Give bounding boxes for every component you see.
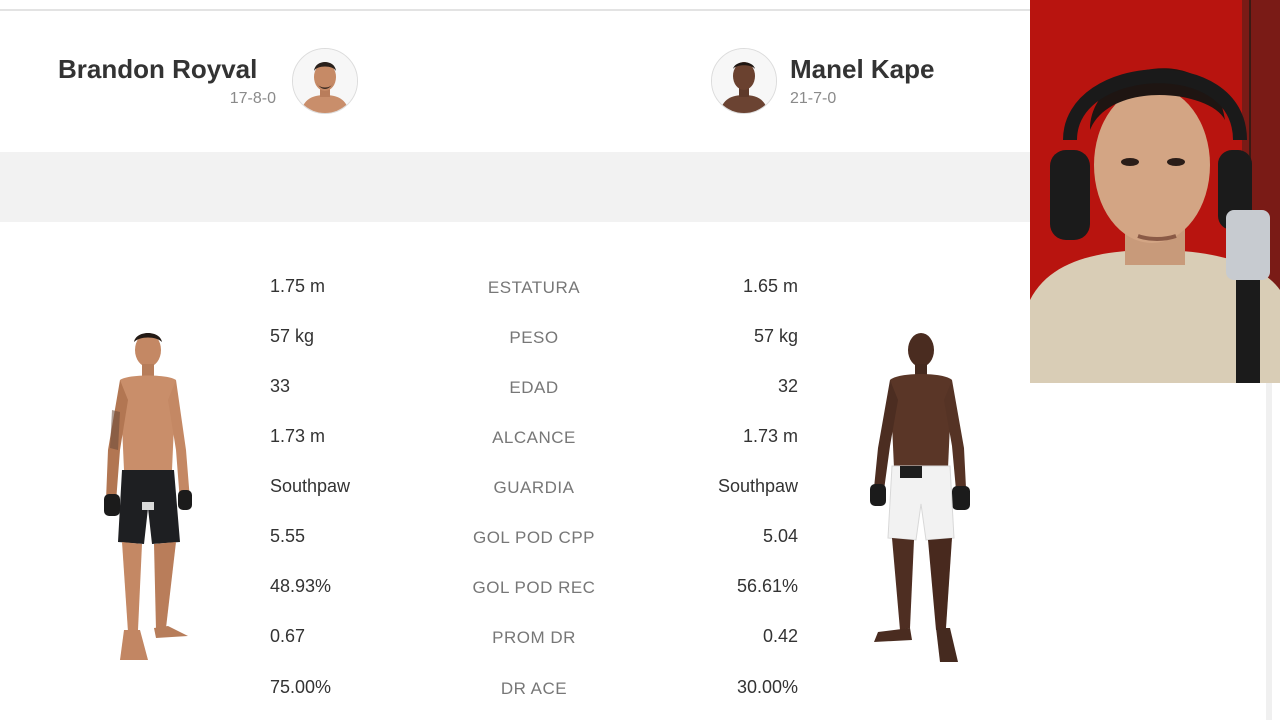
stat-row-edad: 33 EDAD 32 <box>0 376 1030 406</box>
stat-row-gol-pod-cpp: 5.55 GOL POD CPP 5.04 <box>0 526 1030 556</box>
fighter-record-left: 17-8-0 <box>229 90 276 107</box>
stat-row-guardia: Southpaw GUARDIA Southpaw <box>0 476 1030 506</box>
stat-row-peso: 57 kg PESO 57 kg <box>0 326 1030 356</box>
stat-label: PESO <box>509 328 559 347</box>
fighter-avatar-left[interactable] <box>292 48 358 114</box>
fight-comparison-page: Brandon Royval 17-8-0 Manel Kape <box>0 0 1030 707</box>
fighter-full-body-icon <box>104 333 192 660</box>
stat-right-value: 57 kg <box>753 326 798 346</box>
fighter-name-right[interactable]: Manel Kape <box>790 54 935 84</box>
stat-row-alcance: 1.73 m ALCANCE 1.73 m <box>0 426 1030 456</box>
stat-label: ALCANCE <box>492 428 576 447</box>
section-band <box>0 152 1030 222</box>
stat-right-value: 1.65 m <box>742 276 798 296</box>
stat-label: GUARDIA <box>493 478 575 497</box>
stat-row-estatura: 1.75 m ESTATURA 1.65 m <box>0 276 1030 306</box>
webcam-overlay <box>1030 0 1280 383</box>
stat-left-value: Southpaw <box>270 476 351 496</box>
stat-left-value: 0.67 <box>270 626 306 646</box>
stat-left-value: 75.00% <box>270 677 332 697</box>
stat-label: PROM DR <box>492 628 576 647</box>
stat-right-value: 1.73 m <box>742 426 798 446</box>
stat-right-value: 0.42 <box>762 626 798 646</box>
fighter-header-right[interactable]: Manel Kape 21-7-0 <box>708 44 1008 120</box>
stat-left-value: 33 <box>270 376 291 396</box>
stat-left-value: 48.93% <box>270 576 332 596</box>
stat-right-value: 56.61% <box>736 576 798 596</box>
fighter-avatar-right[interactable] <box>711 48 777 114</box>
stat-right-value: Southpaw <box>717 476 798 496</box>
fighter-name-left[interactable]: Brandon Royval <box>58 54 258 84</box>
fighter-body-right <box>866 328 976 666</box>
stat-row-dr-ace: 75.00% DR ACE 30.00% <box>0 677 1030 707</box>
stat-left-value: 57 kg <box>270 326 315 346</box>
stat-row-prom-dr: 0.67 PROM DR 0.42 <box>0 626 1030 656</box>
stat-left-value: 5.55 <box>270 526 306 546</box>
stat-label: DR ACE <box>500 679 568 698</box>
fighter-body-left <box>98 330 198 665</box>
fighter-headshot-icon <box>293 49 357 113</box>
stat-label: EDAD <box>509 378 559 397</box>
scrollbar[interactable] <box>1266 383 1272 720</box>
stat-label: GOL POD CPP <box>472 528 595 547</box>
stat-right-value: 32 <box>777 376 798 396</box>
stat-right-value: 30.00% <box>736 677 798 697</box>
stat-label: GOL POD REC <box>472 578 596 597</box>
fighter-headshot-icon <box>712 49 776 113</box>
stat-label: ESTATURA <box>487 278 581 297</box>
stat-left-value: 1.73 m <box>270 426 326 446</box>
stat-right-value: 5.04 <box>762 526 798 546</box>
fighter-record-right: 21-7-0 <box>790 90 837 107</box>
webcam-overlay-icon <box>1030 0 1280 383</box>
fighter-header-left[interactable]: Brandon Royval 17-8-0 <box>58 44 368 120</box>
top-divider <box>0 0 1030 11</box>
stat-row-gol-pod-rec: 48.93% GOL POD REC 56.61% <box>0 576 1030 606</box>
fighter-full-body-icon <box>870 333 970 662</box>
stat-left-value: 1.75 m <box>270 276 326 296</box>
